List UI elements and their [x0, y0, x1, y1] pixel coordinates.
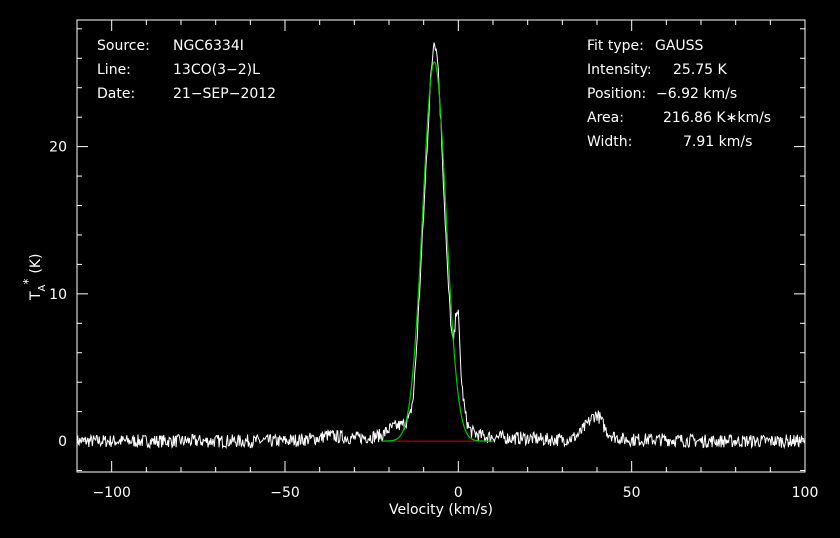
y-tick-label: 0: [58, 434, 67, 450]
info-right-value: GAUSS: [655, 38, 704, 54]
y-axis-label: TA*(K): [21, 253, 48, 301]
info-left-value: 13CO(3−2)L: [173, 62, 260, 78]
y-tick-label: 10: [49, 287, 67, 303]
info-right-label: Intensity:: [587, 62, 652, 78]
gaussian-fit-line: [382, 61, 493, 442]
info-right-value: 216.86 K∗km/s: [663, 110, 771, 126]
plot-frame: [76, 19, 806, 473]
info-right-label: Area:: [587, 110, 624, 126]
x-tick-label: −50: [270, 485, 300, 501]
info-left-label: Date:: [97, 86, 135, 102]
info-right-value: 25.75 K: [673, 62, 728, 78]
info-left-value: NGC6334I: [173, 38, 244, 54]
info-left-label: Line:: [97, 62, 131, 78]
x-axis-label: Velocity (km/s): [389, 502, 493, 518]
x-tick-label: 0: [454, 485, 463, 501]
info-left-label: Source:: [97, 38, 150, 54]
info-right-label: Width:: [587, 134, 632, 150]
info-right-label: Fit type:: [587, 38, 644, 54]
y-tick-label: 20: [49, 140, 67, 156]
x-tick-label: 50: [623, 485, 641, 501]
info-left-value: 21−SEP−2012: [173, 86, 276, 102]
x-tick-label: −100: [92, 485, 130, 501]
info-right-label: Position:: [587, 86, 646, 102]
info-right-value: 7.91 km/s: [683, 134, 752, 150]
info-right-value: −6.92 km/s: [656, 86, 737, 102]
x-tick-label: 100: [792, 485, 819, 501]
